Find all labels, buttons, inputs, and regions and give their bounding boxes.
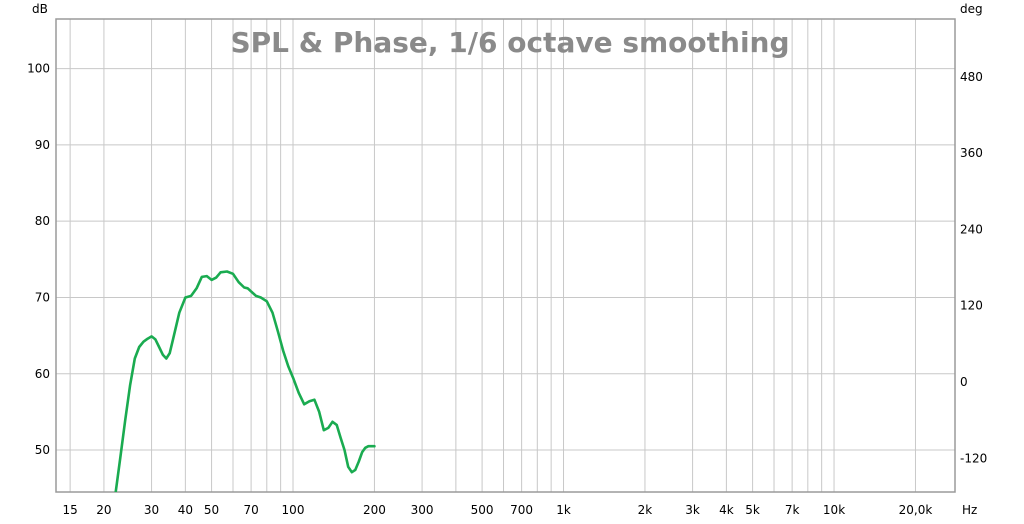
- x-tick-label: 50: [204, 503, 219, 517]
- x-tick-label: 20,0k: [899, 503, 933, 517]
- x-tick-label: 700: [510, 503, 533, 517]
- x-tick-label: 4k: [719, 503, 734, 517]
- x-tick-label: 500: [471, 503, 494, 517]
- y-tick-label-right: 0: [960, 375, 968, 389]
- y-tick-label-right: 120: [960, 299, 983, 313]
- x-tick-label: 15: [62, 503, 77, 517]
- y-tick-label-right: 480: [960, 70, 983, 84]
- y-tick-label-left: 60: [35, 367, 50, 381]
- y-tick-label-right: 240: [960, 222, 983, 236]
- y-unit-left: dB: [32, 2, 48, 16]
- y-unit-right: deg: [960, 2, 983, 16]
- plot-area-frame: [55, 18, 956, 493]
- plot-area-background: [56, 19, 955, 492]
- x-tick-label: 10k: [823, 503, 845, 517]
- x-tick-label: 20: [96, 503, 111, 517]
- y-tick-label-left: 70: [35, 290, 50, 304]
- y-tick-label-left: 80: [35, 214, 50, 228]
- series-layer: [114, 270, 376, 492]
- x-tick-label: 7k: [785, 503, 800, 517]
- x-tick-label: 30: [144, 503, 159, 517]
- x-unit: Hz: [962, 503, 977, 517]
- x-tick-label: 3k: [685, 503, 700, 517]
- x-tick-label: 300: [411, 503, 434, 517]
- spl-curve: [114, 270, 376, 492]
- chart-title: SPL & Phase, 1/6 octave smoothing: [230, 26, 789, 59]
- x-tick-label: 200: [363, 503, 386, 517]
- tick-labels: 15 20 30 40 50 70 100 200 300 500 700 1k 2k 3k 4k 5k 7k 1…: [27, 62, 987, 517]
- y-tick-label-right: 360: [960, 146, 983, 160]
- y-tick-label-left: 90: [35, 138, 50, 152]
- grid-lines: [56, 19, 955, 492]
- x-tick-label: 100: [282, 503, 305, 517]
- y-tick-label-right: -120: [960, 451, 987, 465]
- x-tick-label: 40: [178, 503, 193, 517]
- x-tick-label: 1k: [556, 503, 571, 517]
- x-tick-label: 5k: [745, 503, 760, 517]
- x-tick-label: 2k: [638, 503, 653, 517]
- y-tick-label-left: 50: [35, 443, 50, 457]
- x-tick-label: 70: [243, 503, 258, 517]
- y-tick-label-left: 100: [27, 62, 50, 76]
